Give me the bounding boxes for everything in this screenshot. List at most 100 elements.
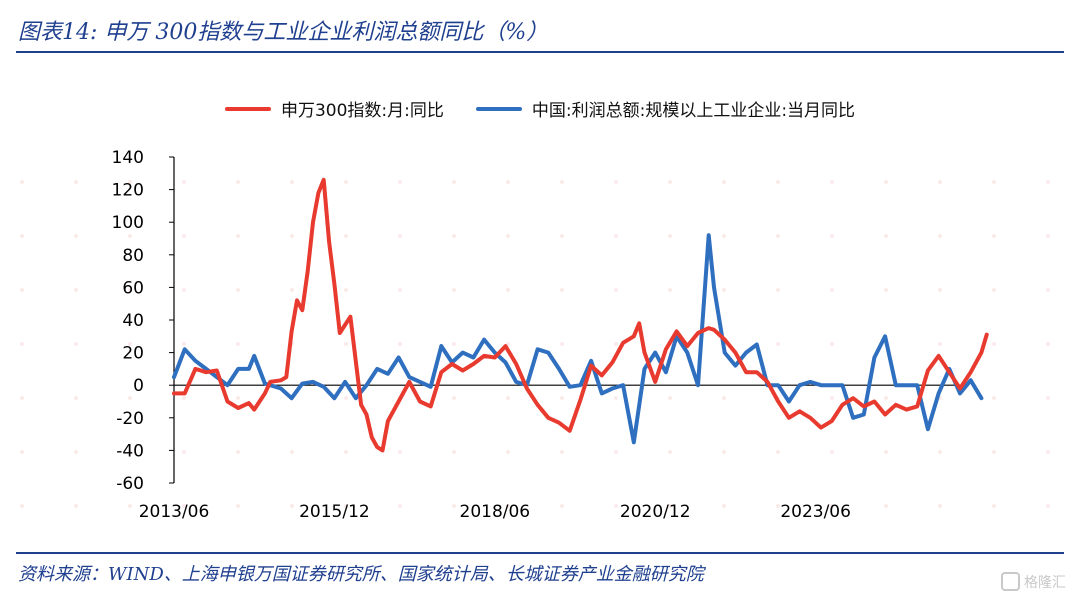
grid-dot	[938, 450, 942, 454]
grid-dot	[830, 450, 834, 454]
grid-dot	[668, 396, 672, 400]
grid-dot	[236, 396, 240, 400]
grid-dot	[722, 504, 726, 508]
grid-dot	[344, 288, 348, 292]
grid-dot	[398, 180, 402, 184]
chart-legend: 申万300指数:月:同比 中国:利润总额:规模以上工业企业:当月同比	[0, 96, 1080, 121]
grid-dot	[236, 288, 240, 292]
grid-dot	[20, 396, 24, 400]
legend-label-series-1: 申万300指数:月:同比	[280, 101, 444, 121]
grid-dot	[938, 234, 942, 238]
y-tick-label: 60	[122, 278, 144, 298]
grid-dot	[236, 180, 240, 184]
grid-dot	[776, 450, 780, 454]
grid-dot	[20, 180, 24, 184]
grid-dot	[20, 288, 24, 292]
y-tick-label: -60	[116, 474, 144, 494]
grid-dot	[884, 234, 888, 238]
grid-dot	[128, 234, 132, 238]
grid-dot	[938, 504, 942, 508]
grid-dot	[938, 342, 942, 346]
grid-dot	[506, 288, 510, 292]
figure-title: 图表14: 申万 300指数与工业企业利润总额同比（%）	[18, 20, 549, 45]
grid-dot	[344, 180, 348, 184]
x-tick-label: 2023/06	[780, 502, 851, 522]
grid-dot	[560, 234, 564, 238]
grid-dot	[668, 504, 672, 508]
grid-dot	[560, 288, 564, 292]
grid-dot	[398, 450, 402, 454]
y-tick-label: 100	[112, 213, 144, 233]
grid-dot	[452, 504, 456, 508]
grid-dot	[884, 288, 888, 292]
grid-dot	[1046, 234, 1050, 238]
grid-dot	[290, 180, 294, 184]
grid-dot	[344, 450, 348, 454]
grid-dot	[344, 396, 348, 400]
grid-dot	[74, 234, 78, 238]
grid-dot	[74, 342, 78, 346]
x-tick-label: 2018/06	[460, 502, 531, 522]
grid-dot	[182, 450, 186, 454]
grid-dot	[668, 234, 672, 238]
grid-dot	[236, 450, 240, 454]
grid-dot	[182, 504, 186, 508]
grid-dot	[236, 234, 240, 238]
grid-dot	[560, 180, 564, 184]
grid-dot	[992, 450, 996, 454]
grid-dot	[776, 504, 780, 508]
grid-dot	[344, 234, 348, 238]
grid-dot	[398, 234, 402, 238]
grid-dot	[452, 234, 456, 238]
grid-dot	[128, 180, 132, 184]
grid-dot	[20, 450, 24, 454]
legend-swatch-series-1	[224, 106, 271, 111]
grid-dot	[938, 288, 942, 292]
grid-dot	[506, 450, 510, 454]
y-tick-label: -40	[116, 441, 144, 461]
grid-dot	[452, 450, 456, 454]
grid-dot	[992, 342, 996, 346]
grid-dot	[182, 234, 186, 238]
grid-dot	[992, 180, 996, 184]
grid-dot	[452, 180, 456, 184]
y-tick-label: 40	[122, 311, 144, 331]
grid-dot	[506, 234, 510, 238]
grid-dot	[74, 288, 78, 292]
y-tick-label: 20	[122, 344, 144, 364]
grid-dot	[722, 234, 726, 238]
grid-dot	[560, 342, 564, 346]
x-tick-label: 2020/12	[620, 502, 691, 522]
y-tick-label: 80	[122, 246, 144, 266]
grid-dot	[668, 288, 672, 292]
grid-dot	[830, 288, 834, 292]
y-tick-label: -20	[116, 409, 144, 429]
grid-dot	[938, 180, 942, 184]
grid-dot	[182, 396, 186, 400]
grid-dot	[884, 180, 888, 184]
grid-dot	[128, 342, 132, 346]
grid-dot	[1046, 504, 1050, 508]
grid-dot	[560, 504, 564, 508]
watermark-logo-icon	[1001, 572, 1020, 591]
grid-dot	[128, 396, 132, 400]
legend-swatch-series-2	[475, 106, 522, 111]
grid-dot	[74, 450, 78, 454]
grid-dot	[884, 396, 888, 400]
grid-dot	[398, 288, 402, 292]
watermark: 格隆汇	[1001, 572, 1066, 592]
grid-dot	[182, 288, 186, 292]
grid-dot	[344, 342, 348, 346]
grid-dot	[290, 288, 294, 292]
grid-dot	[506, 396, 510, 400]
grid-dot	[614, 396, 618, 400]
grid-dot	[776, 234, 780, 238]
grid-dot	[74, 396, 78, 400]
grid-dot	[992, 288, 996, 292]
grid-dot	[1046, 288, 1050, 292]
series-line-2	[172, 233, 984, 445]
source-note: 资料来源：WIND、上海申银万国证券研究所、国家统计局、长城证券产业金融研究院	[18, 564, 704, 585]
grid-dot	[1046, 450, 1050, 454]
grid-dot	[830, 342, 834, 346]
